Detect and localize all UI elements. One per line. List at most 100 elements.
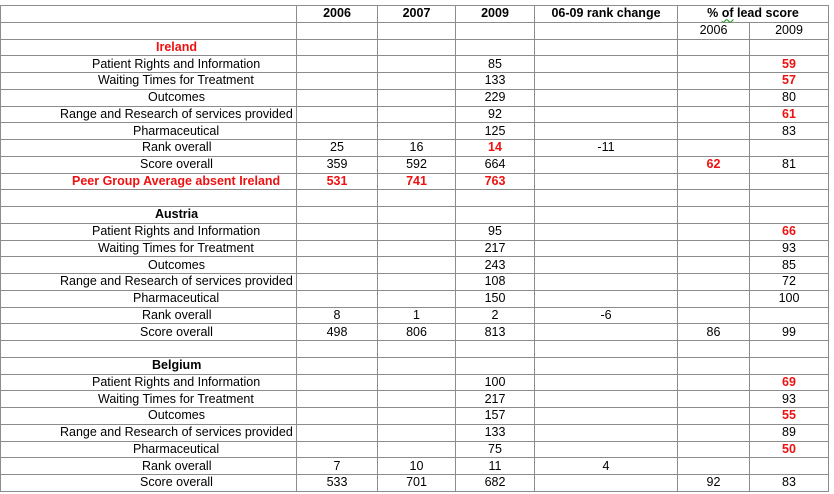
cell-2006[interactable] (296, 390, 378, 408)
cell-lead-2006[interactable] (677, 356, 750, 375)
cell-rank-change[interactable] (534, 273, 678, 291)
cell-lead-2009[interactable]: 59 (749, 55, 829, 73)
cell-lead-2006[interactable] (677, 373, 750, 392)
cell-lead-2009[interactable]: 85 (749, 256, 829, 274)
cell-rank-change[interactable] (534, 172, 678, 191)
row-label-cell[interactable]: Austria (0, 206, 297, 224)
cell-2009[interactable]: 2 (455, 306, 535, 325)
cell-2006[interactable]: 359 (296, 155, 378, 174)
cell-rank-change[interactable] (534, 390, 678, 408)
cell-lead-2006[interactable] (677, 88, 750, 107)
cell-2007[interactable] (377, 256, 456, 274)
cell-rank-change[interactable] (534, 155, 678, 174)
cell-2007[interactable] (377, 440, 456, 459)
cell-2006[interactable] (296, 206, 378, 224)
cell-2009[interactable]: 75 (455, 440, 535, 459)
cell-2006[interactable] (296, 256, 378, 274)
cell-lead-2006[interactable] (677, 273, 750, 291)
header-2009[interactable]: 2009 (455, 5, 535, 23)
row-label-cell[interactable]: Pharmaceutical (0, 440, 297, 459)
cell-2009[interactable]: 133 (455, 423, 535, 442)
header-lead-score[interactable]: % of lead score (677, 5, 829, 23)
cell-lead-2006[interactable] (677, 390, 750, 408)
row-label-cell[interactable]: Patient Rights and Information (0, 222, 297, 241)
cell-lead-2006[interactable] (677, 457, 750, 475)
cell-2007[interactable] (377, 55, 456, 73)
cell-lead-2006[interactable]: 92 (677, 474, 750, 492)
cell-2007[interactable] (377, 390, 456, 408)
cell-2006[interactable] (296, 88, 378, 107)
cell-lead-2006[interactable] (677, 55, 750, 73)
cell-lead-2009[interactable]: 100 (749, 289, 829, 308)
cell-lead-2006[interactable] (677, 256, 750, 274)
row-label-cell[interactable]: Outcomes (0, 88, 297, 107)
cell-rank-change[interactable] (534, 440, 678, 459)
cell-lead-2006[interactable] (677, 423, 750, 442)
cell-lead-2009[interactable] (749, 206, 829, 224)
cell-blank[interactable] (0, 21, 297, 40)
cell-lead-2009[interactable] (749, 306, 829, 325)
cell-lead-2009[interactable]: 61 (749, 105, 829, 124)
cell-2007[interactable] (377, 340, 456, 358)
cell-lead-2009[interactable] (749, 139, 829, 157)
header-2006[interactable]: 2006 (296, 5, 378, 23)
cell-lead-2006[interactable] (677, 122, 750, 140)
row-label-cell[interactable] (0, 340, 297, 358)
cell-lead-2006[interactable] (677, 239, 750, 258)
cell-lead-2006[interactable] (677, 189, 750, 207)
cell-2006[interactable]: 533 (296, 474, 378, 492)
row-label-cell[interactable]: Pharmaceutical (0, 289, 297, 308)
cell-lead-2009[interactable]: 99 (749, 323, 829, 341)
cell-blank[interactable] (534, 21, 678, 40)
cell-lead-2009[interactable]: 69 (749, 373, 829, 392)
cell-lead-2006[interactable] (677, 222, 750, 241)
cell-rank-change[interactable] (534, 423, 678, 442)
cell-lead-2006[interactable] (677, 407, 750, 425)
cell-lead-2006[interactable] (677, 289, 750, 308)
row-label-cell[interactable]: Range and Research of services provided (0, 273, 297, 291)
row-label-cell[interactable]: Belgium (0, 356, 297, 375)
cell-2006[interactable] (296, 72, 378, 90)
row-label-cell[interactable]: Range and Research of services provided (0, 105, 297, 124)
cell-lead-2006[interactable] (677, 38, 750, 57)
cell-2007[interactable] (377, 88, 456, 107)
cell-2007[interactable]: 592 (377, 155, 456, 174)
cell-lead-2009[interactable] (749, 356, 829, 375)
cell-2007[interactable] (377, 189, 456, 207)
cell-lead-2006[interactable] (677, 172, 750, 191)
cell-2009[interactable]: 100 (455, 373, 535, 392)
cell-2009[interactable]: 92 (455, 105, 535, 124)
cell-rank-change[interactable] (534, 407, 678, 425)
cell-2009[interactable]: 14 (455, 139, 535, 157)
header-lead-2009[interactable]: 2009 (749, 21, 829, 40)
cell-2007[interactable] (377, 222, 456, 241)
cell-2009[interactable] (455, 38, 535, 57)
cell-blank[interactable] (296, 21, 378, 40)
cell-2007[interactable]: 741 (377, 172, 456, 191)
cell-rank-change[interactable] (534, 38, 678, 57)
cell-lead-2009[interactable] (749, 172, 829, 191)
cell-blank[interactable] (377, 21, 456, 40)
cell-2006[interactable] (296, 273, 378, 291)
cell-2009[interactable] (455, 356, 535, 375)
cell-2007[interactable]: 1 (377, 306, 456, 325)
cell-lead-2006[interactable] (677, 139, 750, 157)
cell-2009[interactable] (455, 189, 535, 207)
cell-lead-2009[interactable]: 55 (749, 407, 829, 425)
cell-2009[interactable]: 11 (455, 457, 535, 475)
cell-2007[interactable]: 16 (377, 139, 456, 157)
cell-2007[interactable]: 806 (377, 323, 456, 341)
cell-2009[interactable] (455, 206, 535, 224)
cell-rank-change[interactable] (534, 105, 678, 124)
cell-rank-change[interactable]: -6 (534, 306, 678, 325)
cell-2009[interactable]: 133 (455, 72, 535, 90)
cell-2006[interactable] (296, 423, 378, 442)
cell-2006[interactable] (296, 122, 378, 140)
cell-lead-2006[interactable] (677, 72, 750, 90)
cell-rank-change[interactable] (534, 55, 678, 73)
header-rank-change[interactable]: 06-09 rank change (534, 5, 678, 23)
cell-rank-change[interactable]: 4 (534, 457, 678, 475)
cell-rank-change[interactable]: -11 (534, 139, 678, 157)
cell-2009[interactable]: 157 (455, 407, 535, 425)
cell-lead-2009[interactable]: 93 (749, 390, 829, 408)
